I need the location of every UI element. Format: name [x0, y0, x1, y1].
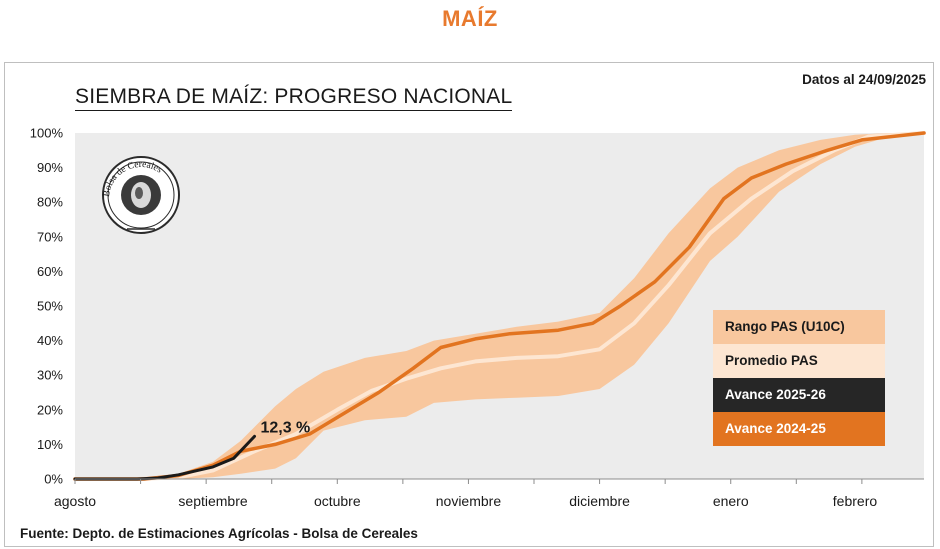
legend-item-avance-2025-26: Avance 2025-26: [713, 378, 885, 412]
x-tick-label: septiembre: [178, 493, 247, 509]
y-tick-label: 20%: [37, 402, 63, 417]
x-tick-label: noviembre: [436, 493, 502, 509]
y-tick-label: 0%: [44, 472, 63, 487]
page-title: MAÍZ: [442, 6, 498, 31]
series-band-rango-pas-u10c: [75, 133, 924, 479]
y-tick-label: 50%: [37, 299, 63, 314]
y-tick-label: 40%: [37, 333, 63, 348]
bolsa-de-cereales-logo: Bolsa de Cereales: [102, 156, 180, 234]
x-tick-label: octubre: [314, 493, 361, 509]
legend-item-avance-2024-25: Avance 2024-25: [713, 412, 885, 446]
legend-item-promedio-pas: Promedio PAS: [713, 344, 885, 378]
y-tick-label: 100%: [30, 126, 64, 141]
legend: Rango PAS (U10C) Promedio PAS Avance 202…: [713, 310, 885, 446]
date-note: Datos al 24/09/2025: [802, 72, 926, 87]
y-tick-label: 70%: [37, 229, 63, 244]
x-tick-label: febrero: [833, 493, 878, 509]
series-line-avance-2024-25: [73, 131, 926, 481]
y-tick-label: 30%: [37, 368, 63, 383]
y-tick-label: 90%: [37, 160, 63, 175]
series-line-promedio-pas: [73, 131, 926, 481]
source-note: Fuente: Depto. de Estimaciones Agrícolas…: [20, 526, 418, 541]
current-value-annotation: 12,3 %: [260, 419, 310, 436]
y-tick-label: 10%: [37, 437, 63, 452]
legend-item-rango-pas: Rango PAS (U10C): [713, 310, 885, 344]
y-tick-label: 60%: [37, 264, 63, 279]
chart-title: SIEMBRA DE MAÍZ: PROGRESO NACIONAL: [75, 85, 513, 111]
x-tick-label: agosto: [54, 493, 96, 509]
x-tick-label: diciembre: [569, 493, 630, 509]
y-tick-label: 80%: [37, 195, 63, 210]
x-tick-label: enero: [713, 493, 749, 509]
